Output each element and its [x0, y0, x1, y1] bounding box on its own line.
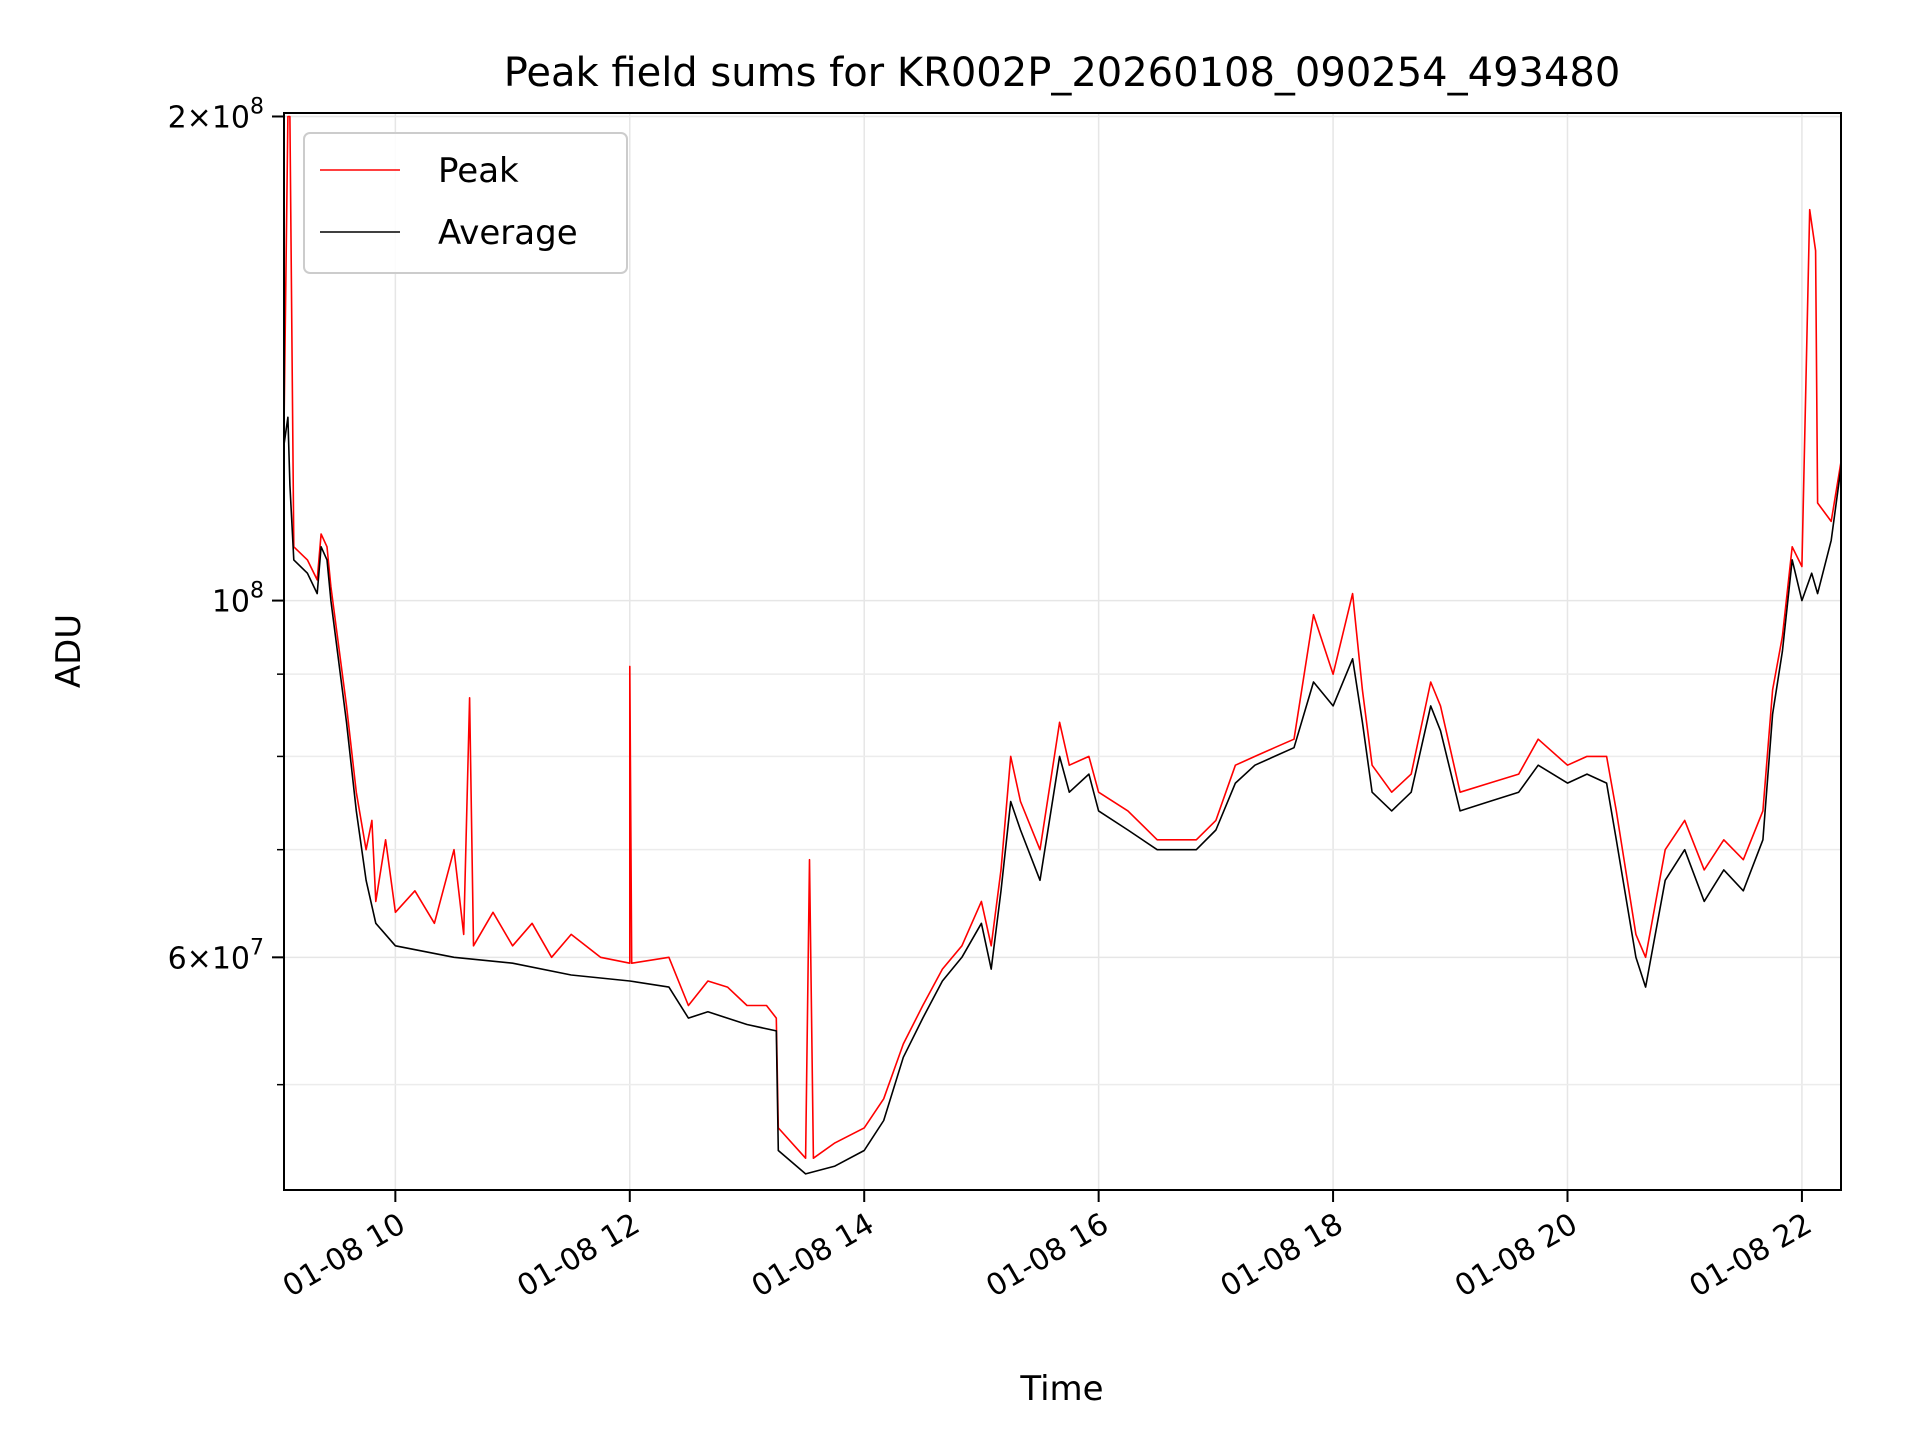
- y-tick-label: 2×108: [168, 94, 264, 135]
- x-axis-label: Time: [1019, 1369, 1103, 1409]
- y-tick-label: 108: [212, 579, 264, 620]
- y-axis: 2×108 108 6×107: [168, 94, 284, 1086]
- legend-box: [303, 132, 628, 274]
- series-line-average: [284, 416, 1841, 1175]
- plot-series: [284, 115, 1841, 1175]
- y-tick-label: 6×107: [168, 935, 264, 976]
- legend-average-label: Average: [438, 213, 578, 253]
- plot-frame: [283, 112, 1842, 1191]
- legend: Peak Average: [303, 132, 628, 274]
- legend-peak-label: Peak: [438, 151, 519, 191]
- grid: [284, 113, 1841, 1190]
- chart-title: Peak field sums for KR002P_20260108_0902…: [504, 50, 1621, 96]
- y-axis-label: ADU: [49, 614, 89, 688]
- series-line-peak: [284, 115, 1841, 1159]
